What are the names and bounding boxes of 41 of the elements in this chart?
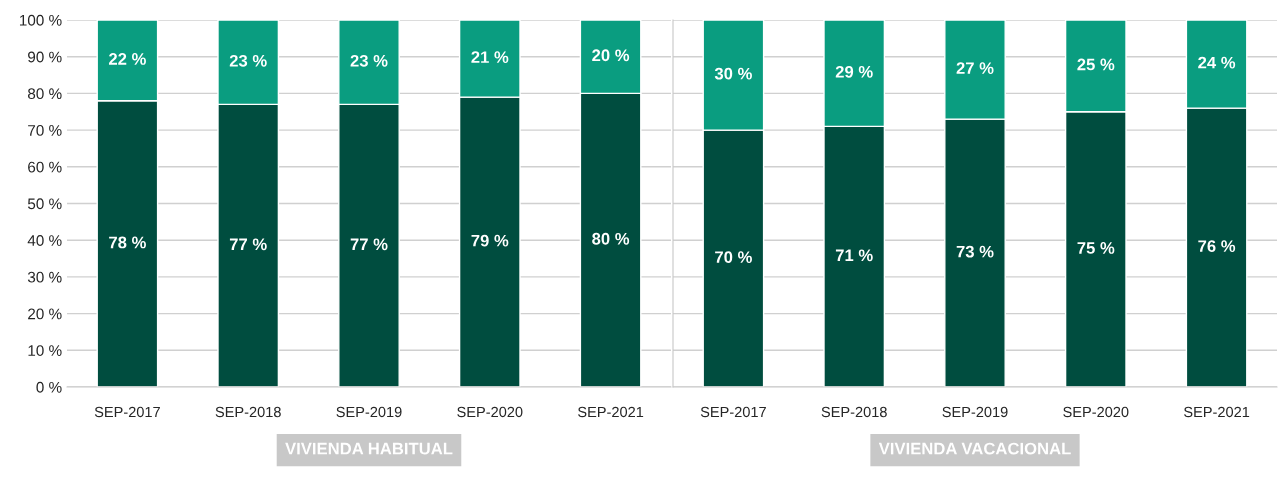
- data-label: 30 %: [714, 67, 752, 80]
- data-label: 80 %: [592, 232, 630, 245]
- data-label: 29 %: [835, 65, 873, 78]
- data-label: 70 %: [715, 251, 752, 264]
- x-tick-label: SEP-2019: [942, 406, 1008, 418]
- data-label: 78 %: [109, 236, 146, 249]
- data-label: 77 %: [350, 238, 388, 251]
- y-tick-label: 30 %: [27, 271, 62, 283]
- y-tick-label: 70 %: [28, 124, 62, 136]
- x-tick-label: SEP-2020: [457, 406, 523, 418]
- y-tick-label: 80 %: [27, 88, 62, 100]
- y-tick-label: 40 %: [27, 235, 62, 246]
- y-tick-label: 100 %: [19, 14, 62, 26]
- y-tick-label: 0 %: [36, 381, 62, 393]
- data-label: 27 %: [956, 62, 994, 74]
- data-label: 21 %: [471, 51, 509, 63]
- y-tick-label: 50 %: [27, 198, 62, 210]
- data-label: 71 %: [835, 249, 873, 262]
- data-label: 77 %: [229, 238, 267, 251]
- y-tick-label: 90 %: [28, 51, 62, 63]
- x-tick-label: SEP-2017: [94, 406, 160, 418]
- data-label: 76 %: [1198, 240, 1236, 253]
- y-tick-label: 60 %: [28, 161, 62, 173]
- y-tick-label: 20 %: [28, 308, 62, 320]
- data-label: 20 %: [592, 49, 630, 62]
- x-tick-label: SEP-2017: [700, 406, 766, 418]
- x-tick-label: SEP-2019: [336, 406, 402, 418]
- data-label: 22 %: [108, 53, 146, 65]
- data-label: 79 %: [471, 234, 509, 247]
- x-tick-label: SEP-2021: [578, 406, 644, 418]
- data-label: 73 %: [956, 245, 994, 258]
- x-tick-label: SEP-2020: [1063, 406, 1129, 418]
- data-label: 23 %: [350, 54, 388, 67]
- x-tick-label: SEP-2021: [1184, 406, 1250, 418]
- data-label: 25 %: [1077, 58, 1115, 71]
- data-label: 23 %: [229, 54, 267, 67]
- x-tick-label: SEP-2018: [821, 406, 887, 418]
- x-tick-label: SEP-2018: [215, 406, 281, 418]
- data-label: 75 %: [1077, 242, 1115, 254]
- y-tick-label: 10 %: [28, 345, 62, 356]
- data-label: 24 %: [1198, 56, 1236, 69]
